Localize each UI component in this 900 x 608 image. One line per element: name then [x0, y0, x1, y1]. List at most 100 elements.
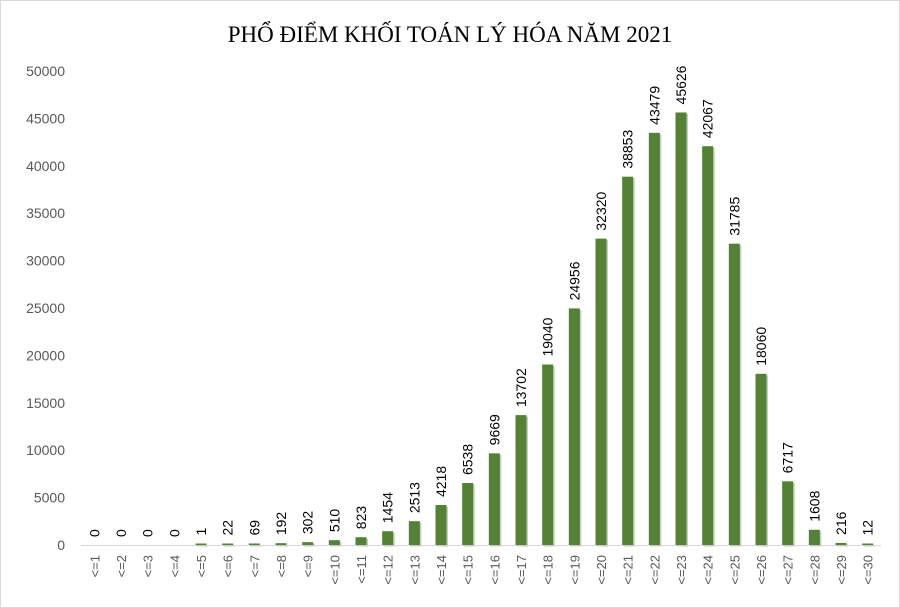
x-tick-label: <=17: [514, 555, 529, 585]
x-tick-label: <=29: [834, 555, 849, 585]
data-label: 38853: [620, 130, 636, 169]
data-label: 216: [833, 511, 849, 535]
data-label: 24956: [566, 261, 582, 300]
data-label: 0: [113, 529, 129, 537]
x-tick-label: <=4: [167, 555, 182, 577]
y-tick-label: 15000: [26, 395, 65, 411]
x-tick-label: <=23: [674, 555, 689, 585]
bar: [808, 529, 820, 545]
data-label: 69: [246, 520, 262, 536]
bar-shadow: [277, 544, 288, 547]
data-label: 19040: [540, 317, 556, 356]
bar: [328, 540, 340, 545]
bar-shadow: [197, 545, 208, 547]
x-tick-label: <=15: [461, 555, 476, 585]
bar: [195, 543, 207, 545]
bar: [275, 543, 287, 545]
data-label: 0: [166, 529, 182, 537]
data-label: 0: [86, 529, 102, 537]
x-tick-label: <=12: [381, 555, 396, 585]
x-tick-label: <=14: [434, 555, 449, 585]
x-tick-label: <=1: [87, 555, 102, 577]
bar: [782, 481, 794, 545]
data-label: 0: [140, 529, 156, 537]
y-tick-label: 30000: [26, 253, 65, 269]
data-label: 6538: [460, 444, 476, 475]
bar: [595, 238, 607, 546]
bar: [462, 483, 474, 545]
y-tick-label: 25000: [26, 300, 65, 316]
y-tick-label: 50000: [26, 63, 65, 79]
x-tick-label: <=3: [141, 555, 156, 577]
x-axis: <=1 <=2 <=3 <=4 <=5 <=6 <=7 <=8 <=9 <=10 <=11 <=12 <…: [87, 555, 875, 585]
chart-title: PHỔ ĐIỂM KHỐI TOÁN LÝ HÓA NĂM 2021: [228, 21, 672, 47]
data-label: 2513: [406, 482, 422, 513]
data-label: 4218: [433, 466, 449, 497]
x-tick-label: <=24: [701, 555, 716, 585]
data-label: 1608: [806, 490, 822, 521]
data-label: 823: [353, 506, 369, 530]
bar-shadow: [863, 545, 875, 547]
data-label: 31785: [726, 197, 742, 236]
data-label: 1454: [380, 492, 396, 523]
bar: [835, 542, 847, 545]
y-tick-label: 35000: [26, 205, 65, 221]
x-tick-label: <=26: [754, 555, 769, 585]
x-tick-label: <=13: [407, 555, 422, 585]
x-tick-label: <=11: [354, 555, 369, 584]
data-label: 1: [193, 528, 209, 536]
x-tick-label: <=6: [221, 555, 236, 577]
data-label: 6717: [780, 442, 796, 473]
y-tick-label: 45000: [26, 110, 65, 126]
bar: [568, 308, 580, 545]
bar: [542, 364, 554, 545]
data-label: 32320: [593, 191, 609, 230]
y-tick-label: 20000: [26, 347, 65, 363]
bar: [515, 415, 527, 545]
y-axis: 0 5000 10000 15000 20000 25000 30000 35000 40000…: [26, 63, 65, 553]
y-tick-label: 10000: [26, 442, 65, 458]
y-tick-label: 40000: [26, 158, 65, 174]
bar: [355, 537, 367, 545]
data-label: 43479: [646, 86, 662, 125]
bar: [755, 373, 767, 545]
x-tick-label: <=27: [781, 555, 796, 585]
bar: [862, 543, 874, 545]
bar-shadow: [223, 545, 235, 547]
data-label: 45626: [673, 65, 689, 104]
y-tick-label: 5000: [34, 490, 65, 506]
x-tick-label: <=22: [647, 555, 662, 585]
bar: [435, 505, 447, 545]
bar: [702, 146, 714, 545]
x-tick-label: <=5: [194, 555, 209, 577]
x-tick-label: <=18: [541, 555, 556, 585]
data-label: 510: [326, 509, 342, 533]
bar: [382, 531, 394, 545]
bar: [408, 521, 420, 545]
bar: [302, 542, 314, 545]
x-tick-label: <=20: [594, 555, 609, 585]
x-tick-label: <=21: [621, 555, 636, 585]
bar: [622, 176, 634, 545]
data-label: 42067: [700, 99, 716, 138]
bar: [728, 243, 740, 545]
x-tick-label: <=16: [487, 555, 502, 585]
x-tick-label: <=10: [327, 555, 342, 585]
data-label: 192: [273, 512, 289, 536]
x-tick-label: <=28: [807, 555, 822, 585]
x-tick-label: <=9: [301, 555, 316, 577]
bar: [222, 543, 234, 545]
data-labels: 0 0 0 0 1 22 69 192 302 510 823 1454 2513 4218 6538 966…: [86, 65, 875, 537]
data-label: 302: [300, 511, 316, 535]
x-tick-label: <=7: [247, 555, 262, 577]
x-tick-label: <=19: [567, 555, 582, 585]
data-label: 9669: [486, 414, 502, 445]
y-tick-label: 0: [57, 537, 65, 553]
x-tick-label: <=25: [727, 555, 742, 585]
bars: [195, 112, 875, 547]
bar: [248, 543, 260, 545]
bar: [648, 132, 660, 545]
data-label: 18060: [753, 327, 769, 366]
